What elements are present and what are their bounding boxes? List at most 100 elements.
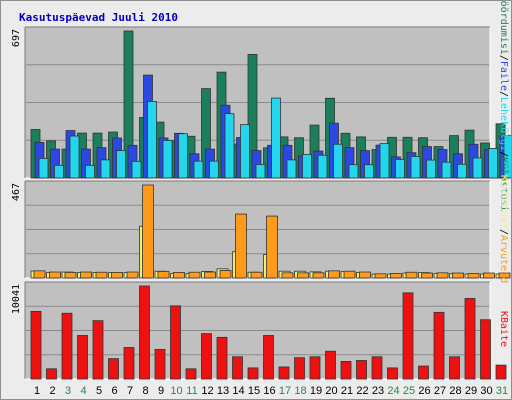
bar-traffic-lehekülgi: [85, 164, 95, 179]
x-tick-label: 9: [158, 385, 164, 397]
x-tick-label: 31: [496, 385, 508, 397]
bar-kbytes-kbaite: [216, 336, 228, 380]
bar-hits-arvuteid: [312, 272, 325, 279]
x-tick-label: 7: [127, 385, 133, 397]
bar-traffic-lehekülgi: [286, 159, 297, 179]
legend-hits: Külastusi/Arvuteid: [498, 175, 509, 283]
bar-kbytes-kbaite: [294, 357, 305, 380]
ymax-label-traffic: 697: [11, 29, 22, 47]
bar-hits-arvuteid: [452, 272, 464, 279]
x-tick-label: 28: [449, 385, 461, 397]
bar-hits-arvuteid: [390, 273, 402, 279]
legend-kbytes: KBaite: [498, 311, 509, 347]
bar-traffic-lehekülgi: [255, 164, 266, 179]
x-tick-label: 4: [80, 385, 86, 397]
x-tick-label: 5: [96, 385, 102, 397]
bar-kbytes-kbaite: [108, 358, 119, 380]
bar-hits-arvuteid: [173, 272, 185, 279]
bar-traffic-lehekülgi: [426, 159, 436, 179]
bar-hits-arvuteid: [49, 271, 61, 279]
bar-hits-arvuteid: [111, 272, 123, 279]
bar-kbytes-kbaite: [433, 311, 445, 380]
bar-traffic-lehekülgi: [131, 160, 142, 179]
bar-hits-arvuteid: [266, 215, 278, 279]
x-tick-label: 27: [434, 385, 446, 397]
bar-hits-arvuteid: [421, 272, 433, 279]
bar-traffic-lehekülgi: [317, 154, 328, 179]
x-tick-label: 2: [49, 385, 55, 397]
bar-hits-arvuteid: [328, 270, 340, 279]
bar-kbytes-kbaite: [340, 361, 352, 380]
bar-kbytes-kbaite: [232, 356, 243, 380]
legend-traffic: Pöördumisi/Faile/Lehekülgi/Külastusi: [498, 1, 509, 211]
bar-hits-arvuteid: [281, 272, 294, 279]
bar-hits-arvuteid: [80, 271, 92, 279]
bar-traffic-lehekülgi: [224, 113, 235, 179]
bar-traffic-lehekülgi: [69, 135, 80, 179]
legend-entry: /: [498, 229, 509, 235]
bar-hits-arvuteid: [235, 213, 247, 279]
bar-kbytes-kbaite: [77, 335, 88, 380]
x-tick-label: 19: [310, 385, 322, 397]
x-tick-label: 15: [248, 385, 260, 397]
bar-kbytes-kbaite: [278, 366, 290, 380]
bar-traffic-lehekülgi: [457, 163, 467, 179]
x-tick-label: 25: [403, 385, 415, 397]
bar-kbytes-kbaite: [46, 368, 57, 380]
bar-traffic-lehekülgi: [488, 148, 498, 179]
bar-kbytes-kbaite: [247, 367, 259, 380]
bar-hits-arvuteid: [297, 272, 309, 279]
x-tick-label: 10: [170, 385, 182, 397]
bar-traffic-lehekülgi: [364, 164, 374, 179]
legend-entry: Faile: [498, 61, 509, 91]
bar-traffic-lehekülgi: [333, 143, 343, 179]
bar-kbytes-kbaite: [154, 348, 166, 380]
x-tick-label: 24: [387, 385, 399, 397]
legend-entry: /: [498, 151, 509, 157]
bar-hits-arvuteid: [157, 271, 170, 279]
bar-kbytes-kbaite: [480, 319, 491, 380]
bar-hits-arvuteid: [359, 271, 371, 279]
bar-kbytes-kbaite: [30, 310, 42, 380]
bar-kbytes-kbaite: [92, 320, 104, 380]
x-tick-label: 20: [325, 385, 337, 397]
bar-kbytes-kbaite: [61, 312, 73, 380]
bar-hits-arvuteid: [64, 272, 77, 279]
bar-traffic-lehekülgi: [178, 133, 188, 179]
bar-hits-arvuteid: [204, 271, 216, 279]
bar-kbytes-kbaite: [170, 305, 181, 380]
legend-entry: Külastusi: [498, 175, 509, 229]
bar-traffic-lehekülgi: [472, 157, 483, 179]
bar-kbytes-kbaite: [464, 298, 476, 380]
legend-entry: /: [498, 91, 509, 97]
bar-kbytes-kbaite: [185, 368, 197, 380]
legend-entry: KBaite: [498, 311, 509, 347]
bar-hits-arvuteid: [219, 270, 232, 279]
x-tick-label: 8: [142, 385, 148, 397]
bar-hits-arvuteid: [142, 184, 154, 279]
bar-traffic-lehekülgi: [379, 143, 390, 179]
bar-kbytes-kbaite: [387, 367, 398, 380]
x-tick-label: 13: [217, 385, 229, 397]
bar-kbytes-kbaite: [495, 364, 507, 380]
x-tick-label: 30: [480, 385, 492, 397]
bar-hits-arvuteid: [483, 272, 495, 279]
bar-traffic-lehekülgi: [193, 160, 204, 179]
x-tick-label: 3: [65, 385, 71, 397]
bar-hits-arvuteid: [405, 271, 418, 279]
bar-hits-arvuteid: [126, 271, 139, 279]
bar-kbytes-kbaite: [263, 335, 274, 380]
bar-hits-arvuteid: [95, 271, 108, 279]
bar-traffic-lehekülgi: [100, 159, 111, 179]
bar-traffic-lehekülgi: [147, 101, 157, 179]
bar-hits-arvuteid: [250, 271, 263, 279]
legend-entry: Pöördumisi: [498, 1, 509, 55]
bar-traffic-lehekülgi: [162, 140, 173, 179]
bar-traffic-lehekülgi: [503, 135, 511, 179]
bar-kbytes-kbaite: [402, 292, 414, 380]
bar-kbytes-kbaite: [139, 285, 150, 380]
x-tick-label: 26: [418, 385, 430, 397]
bar-hits-arvuteid: [374, 273, 387, 279]
